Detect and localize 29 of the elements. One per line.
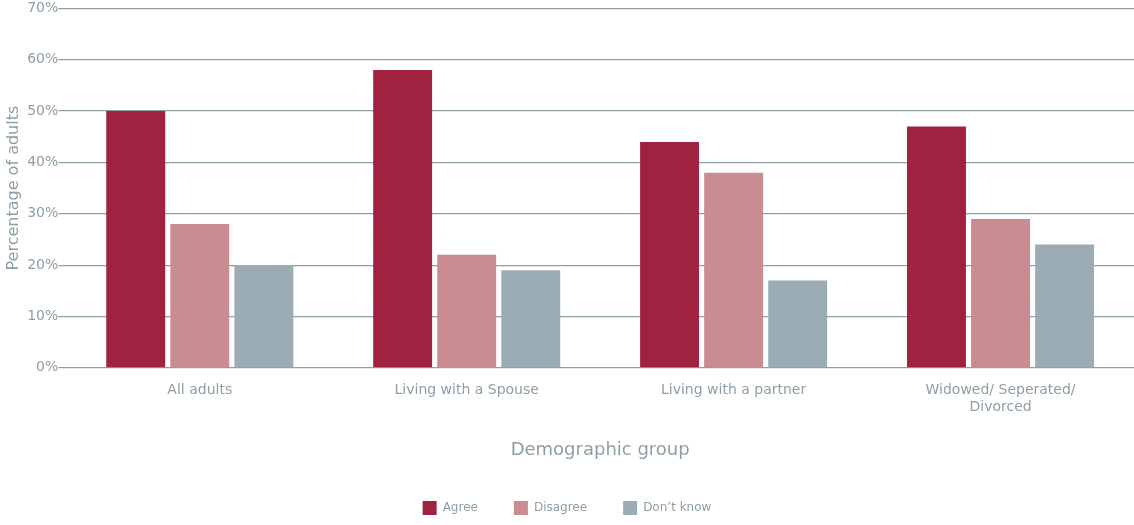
x-tick-label: Widowed/ Seperated/ Divorced: [925, 380, 1076, 414]
bar: [704, 172, 764, 368]
legend-label: Don’t know: [643, 500, 712, 515]
bar: [234, 265, 294, 368]
y-tick-label: 30%: [27, 204, 59, 221]
y-tick-label: 40%: [27, 153, 59, 170]
y-axis-title: Percentage of adults: [2, 105, 22, 271]
bar: [170, 224, 230, 368]
bar: [768, 280, 828, 368]
y-tick-label: 0%: [36, 358, 59, 375]
y-tick-label: 10%: [27, 307, 59, 324]
x-axis-title: Demographic group: [510, 437, 690, 459]
bar: [501, 270, 561, 368]
bar: [971, 218, 1031, 368]
bar: [1035, 244, 1095, 368]
legend-label: Disagree: [533, 500, 588, 515]
bar: [437, 254, 497, 368]
y-tick-label: 60%: [27, 50, 59, 67]
x-tick-label: Living with a partner: [661, 380, 807, 397]
legend-label: Agree: [442, 500, 478, 515]
y-tick-label: 50%: [27, 101, 59, 118]
x-tick-label: All adults: [167, 380, 233, 397]
x-tick-label: Living with a Spouse: [394, 380, 539, 397]
bar: [640, 141, 700, 368]
y-tick-label: 70%: [27, 0, 59, 16]
bar: [373, 70, 433, 368]
bar: [106, 111, 166, 368]
bar: [907, 126, 966, 368]
y-tick-label: 20%: [27, 255, 59, 272]
